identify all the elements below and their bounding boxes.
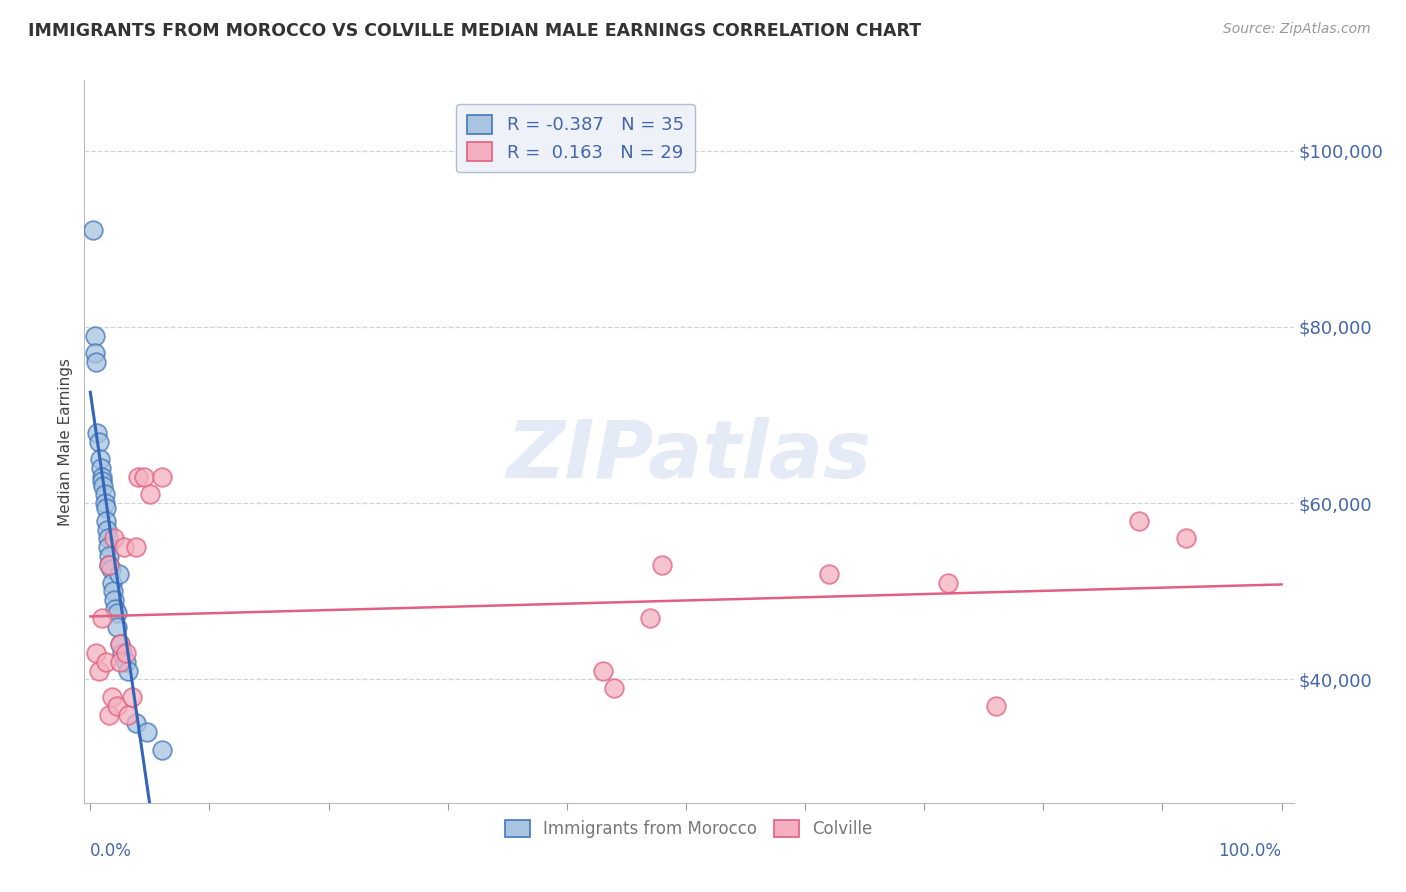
Point xyxy=(108,655,131,669)
Point xyxy=(82,223,104,237)
Point xyxy=(111,646,134,660)
Text: ZIPatlas: ZIPatlas xyxy=(506,417,872,495)
Point xyxy=(94,655,117,669)
Point xyxy=(98,558,121,572)
Text: 100.0%: 100.0% xyxy=(1219,842,1282,861)
Point xyxy=(96,523,118,537)
Point xyxy=(91,474,114,488)
Point xyxy=(100,562,122,576)
Point xyxy=(115,655,138,669)
Text: Source: ZipAtlas.com: Source: ZipAtlas.com xyxy=(1223,22,1371,37)
Point xyxy=(103,532,125,546)
Point xyxy=(108,637,131,651)
Point xyxy=(94,514,117,528)
Point xyxy=(100,575,122,590)
Legend: Immigrants from Morocco, Colville: Immigrants from Morocco, Colville xyxy=(499,814,879,845)
Point xyxy=(132,470,155,484)
Point xyxy=(127,470,149,484)
Point xyxy=(818,566,841,581)
Point xyxy=(108,566,131,581)
Point xyxy=(150,470,173,484)
Point xyxy=(121,690,143,704)
Point xyxy=(98,549,121,563)
Point xyxy=(984,698,1007,713)
Point xyxy=(94,500,117,515)
Point xyxy=(84,346,107,360)
Point xyxy=(936,575,959,590)
Point xyxy=(97,541,120,555)
Point xyxy=(84,355,107,369)
Point xyxy=(124,541,146,555)
Point xyxy=(84,646,107,660)
Point xyxy=(136,725,159,739)
Text: 0.0%: 0.0% xyxy=(90,842,132,861)
Y-axis label: Median Male Earnings: Median Male Earnings xyxy=(58,358,73,525)
Point xyxy=(104,602,127,616)
Point xyxy=(105,698,128,713)
Point xyxy=(638,611,661,625)
Point xyxy=(117,707,139,722)
Point xyxy=(101,584,124,599)
Point xyxy=(98,558,121,572)
Point xyxy=(150,743,173,757)
Point xyxy=(90,461,112,475)
Point xyxy=(1175,532,1198,546)
Point xyxy=(108,637,131,651)
Point xyxy=(86,425,108,440)
Point xyxy=(112,541,135,555)
Point xyxy=(93,478,115,492)
Point xyxy=(91,611,114,625)
Point xyxy=(89,452,111,467)
Point xyxy=(97,532,120,546)
Point xyxy=(103,593,125,607)
Point xyxy=(98,707,121,722)
Point xyxy=(651,558,673,572)
Point xyxy=(87,434,110,449)
Point xyxy=(84,328,107,343)
Text: IMMIGRANTS FROM MOROCCO VS COLVILLE MEDIAN MALE EARNINGS CORRELATION CHART: IMMIGRANTS FROM MOROCCO VS COLVILLE MEDI… xyxy=(28,22,921,40)
Point xyxy=(115,646,138,660)
Point xyxy=(105,619,128,633)
Point xyxy=(603,681,626,696)
Point xyxy=(93,487,115,501)
Point xyxy=(117,664,139,678)
Point xyxy=(91,470,114,484)
Point xyxy=(87,664,110,678)
Point xyxy=(1128,514,1150,528)
Point xyxy=(124,716,146,731)
Point xyxy=(105,607,128,621)
Point xyxy=(93,496,115,510)
Point xyxy=(100,690,122,704)
Point xyxy=(592,664,614,678)
Point xyxy=(139,487,162,501)
